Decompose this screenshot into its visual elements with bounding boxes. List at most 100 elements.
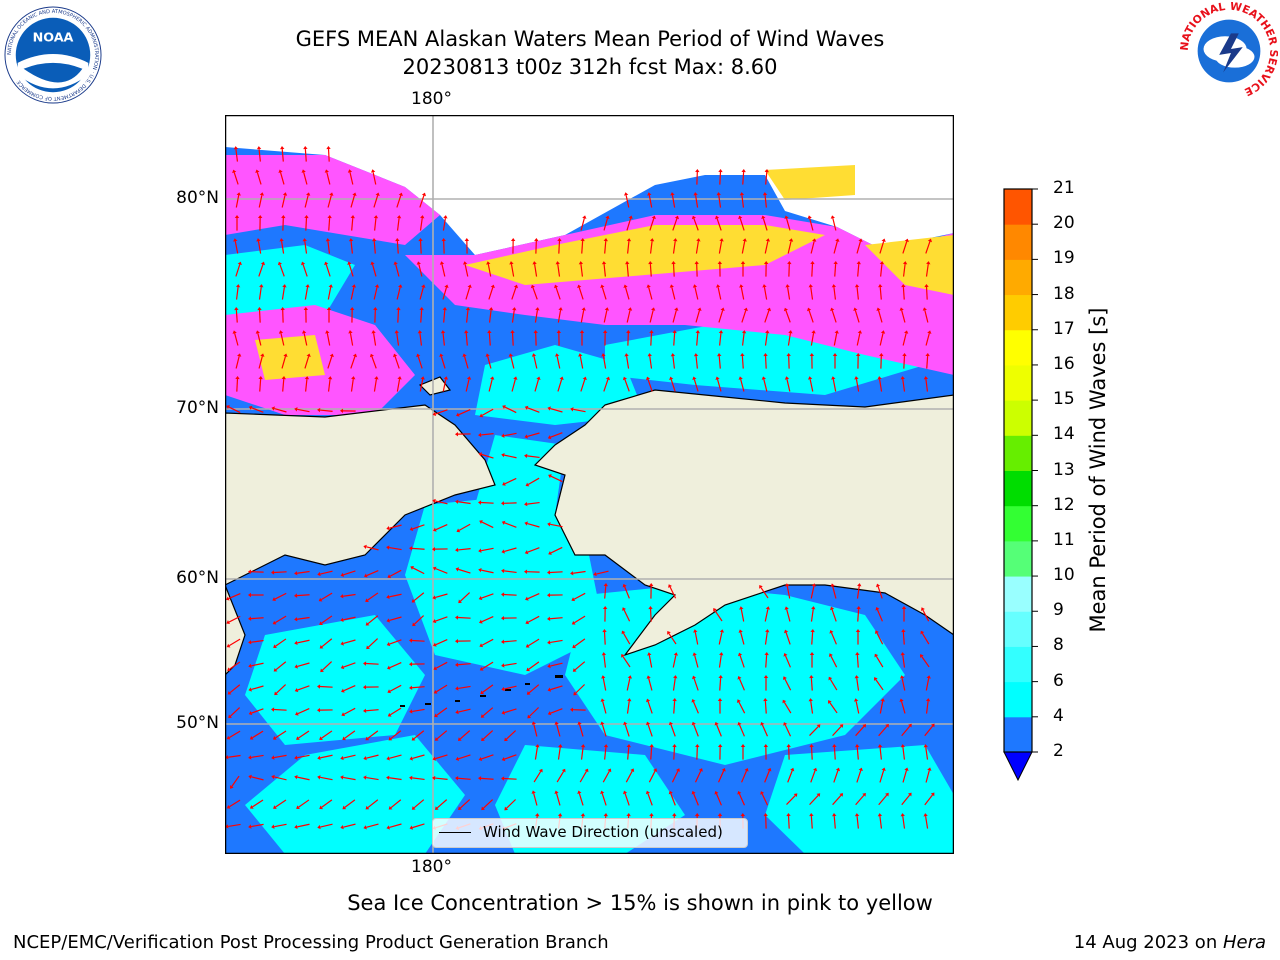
wave-arrow-shaft — [578, 793, 584, 806]
wave-arrow-shaft — [810, 287, 814, 300]
lon-label-top: 180° — [411, 89, 452, 109]
wave-arrow-head — [855, 744, 860, 748]
wave-arrow-shaft — [228, 823, 241, 828]
wave-arrow-shaft — [465, 379, 470, 392]
wave-arrow-head — [317, 775, 321, 780]
wave-arrow-head — [715, 376, 720, 380]
wave-arrow-shaft — [304, 241, 308, 254]
wave-arrow-shaft — [787, 770, 793, 783]
wave-arrow-shaft — [624, 287, 630, 300]
wave-arrow-shaft — [504, 708, 517, 714]
wave-arrow-shaft — [481, 638, 494, 646]
wave-arrow-head — [256, 146, 262, 150]
wave-arrow-shaft — [367, 799, 379, 809]
wave-arrow-shaft — [397, 309, 400, 323]
wave-arrow-head — [294, 824, 298, 830]
wave-arrow-head — [317, 571, 321, 577]
wave-arrow-shaft — [304, 148, 307, 162]
wave-arrow-shaft — [389, 661, 402, 669]
wave-arrow-shaft — [810, 586, 815, 599]
wave-arrow-head — [925, 353, 930, 357]
wave-arrow-shaft — [506, 730, 517, 740]
wave-arrow-head — [230, 785, 234, 789]
wave-arrow-head — [504, 806, 509, 811]
wave-arrow-head — [740, 353, 745, 357]
wave-arrow-head — [621, 654, 625, 658]
wave-arrow-shaft — [901, 725, 911, 737]
wave-arrow-head — [854, 675, 859, 679]
wave-arrow-shaft — [834, 263, 837, 277]
wave-arrow-head — [501, 710, 506, 715]
wave-arrow-shaft — [856, 678, 860, 691]
wave-arrow-head — [554, 721, 559, 725]
wave-arrow-head — [502, 481, 506, 486]
wave-arrow-head — [444, 284, 449, 288]
wave-arrow-shaft — [367, 615, 379, 625]
wave-arrow-shaft — [602, 770, 610, 783]
wave-arrow-head — [524, 550, 529, 555]
wave-arrow-shaft — [672, 655, 677, 668]
wave-arrow-shaft — [389, 524, 402, 529]
wave-arrow-shaft — [528, 684, 540, 694]
wave-arrow-head — [857, 583, 862, 587]
wave-arrow-shaft — [829, 702, 838, 714]
wave-arrow-head — [855, 652, 860, 656]
wave-arrow-shaft — [459, 730, 471, 740]
wave-arrow-head — [831, 376, 836, 380]
wave-arrow-head — [554, 790, 559, 794]
wave-arrow-shaft — [833, 815, 836, 829]
wave-arrow-head — [273, 805, 277, 809]
wave-arrow-head — [578, 353, 583, 357]
wave-arrow-head — [828, 676, 833, 681]
wave-arrow-head — [409, 661, 413, 667]
wave-arrow-shaft — [320, 570, 333, 575]
wave-arrow-shaft — [832, 586, 837, 599]
wave-arrow-head — [271, 570, 275, 575]
wave-arrow-shaft — [319, 409, 333, 412]
wave-arrow-head — [558, 744, 563, 748]
wave-arrow-head — [340, 825, 344, 830]
wave-arrow-shaft — [903, 355, 906, 369]
wave-arrow-head — [856, 261, 861, 265]
colorbar-cell — [1004, 364, 1032, 401]
wave-arrow-shaft — [325, 264, 331, 277]
wave-arrow-shaft — [603, 379, 609, 392]
wave-arrow-shaft — [719, 677, 722, 691]
wave-arrow-shaft — [694, 655, 699, 668]
wave-arrow-shaft — [856, 286, 859, 300]
wave-arrow-shaft — [251, 823, 264, 828]
wave-arrow-shaft — [343, 593, 356, 597]
wave-arrow-shaft — [482, 730, 494, 740]
wave-arrow-head — [340, 594, 344, 599]
wave-arrow-shaft — [275, 799, 287, 808]
wave-arrow-shaft — [764, 241, 769, 254]
wave-arrow-shaft — [396, 287, 401, 300]
wave-arrow-shaft — [902, 263, 906, 277]
wave-arrow-head — [811, 330, 816, 334]
wave-arrow-head — [510, 238, 516, 242]
wave-arrow-shaft — [297, 823, 310, 828]
wave-arrow-head — [767, 767, 772, 772]
wave-arrow-shaft — [259, 378, 262, 392]
wave-arrow-head — [411, 806, 416, 810]
wave-arrow-head — [885, 723, 889, 728]
wave-arrow-shaft — [365, 662, 379, 665]
wave-arrow-head — [294, 688, 299, 693]
wave-arrow-head — [259, 284, 264, 288]
wave-arrow-head — [904, 767, 909, 771]
wave-arrow-head — [295, 711, 299, 716]
wave-arrow-shaft — [550, 432, 563, 438]
wave-arrow-head — [901, 629, 906, 633]
wave-arrow-head — [920, 630, 925, 635]
wave-arrow-head — [248, 824, 252, 829]
wave-arrow-head — [811, 606, 816, 610]
wave-arrow-head — [432, 546, 436, 552]
wave-arrow-head — [858, 238, 863, 242]
wave-arrow-shaft — [367, 730, 379, 739]
wave-arrow-head — [374, 376, 379, 380]
wave-arrow-head — [925, 698, 931, 702]
wave-arrow-head — [645, 790, 650, 795]
wave-arrow-head — [479, 643, 484, 648]
wave-arrow-head — [923, 376, 929, 380]
wave-arrow-head — [926, 261, 931, 265]
